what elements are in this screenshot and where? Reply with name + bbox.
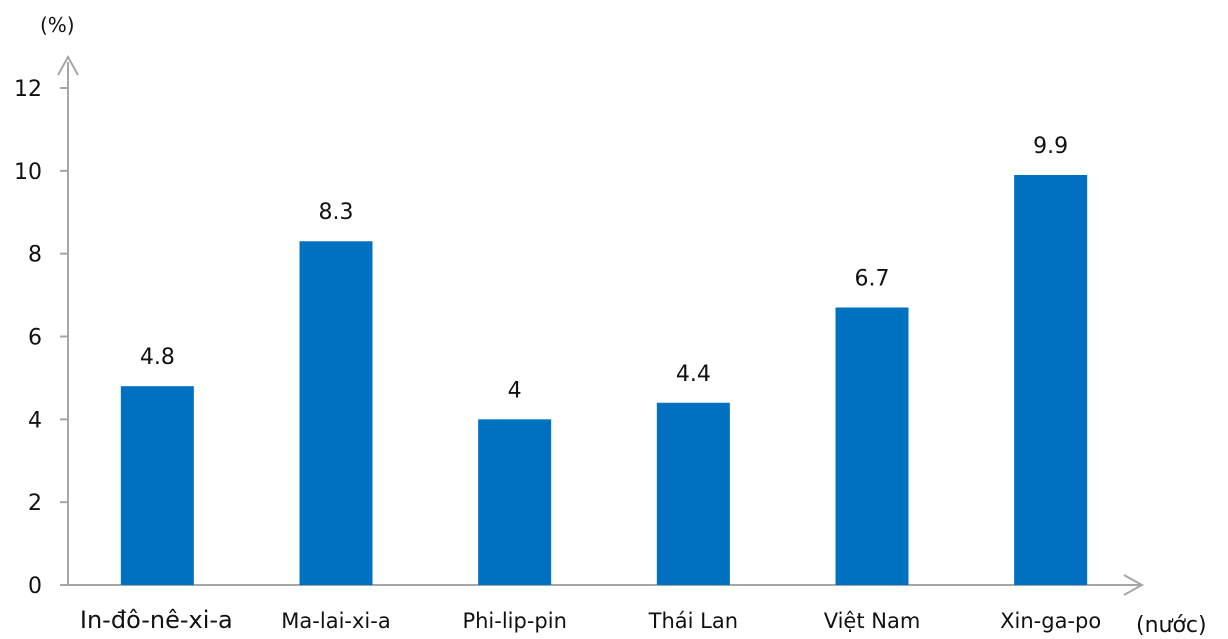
bar — [299, 241, 373, 585]
y-axis-arrow — [57, 54, 79, 76]
bar-value-label: 6.7 — [855, 267, 890, 292]
category-labels: In-đô-nê-xi-a Ma-lai-xi-a Phi-lip-pin Thái … — [80, 606, 1101, 634]
axes — [57, 54, 1145, 596]
y-tick-label: 12 — [14, 77, 42, 102]
bar — [656, 402, 730, 585]
bar — [478, 419, 552, 585]
bar-value-label: 9.9 — [1033, 134, 1068, 159]
bar — [1014, 174, 1088, 585]
category-label: Ma-lai-xi-a — [281, 609, 390, 633]
y-tick-label: 4 — [28, 408, 42, 433]
value-labels: 4.8 8.3 4 4.4 6.7 9.9 — [140, 134, 1068, 403]
y-tick-label: 8 — [28, 243, 42, 268]
y-tick-label: 6 — [28, 326, 42, 351]
bar — [120, 386, 194, 585]
y-ticks: 0 2 4 6 8 10 12 — [14, 77, 68, 599]
bar-value-label: 4 — [508, 378, 522, 403]
y-tick-label: 10 — [14, 160, 42, 185]
y-axis-unit-label: (%) — [40, 13, 75, 37]
y-tick-label: 2 — [28, 491, 42, 516]
category-label: Xin-ga-po — [1000, 609, 1101, 633]
category-label: Phi-lip-pin — [462, 609, 566, 633]
bar — [835, 307, 909, 585]
bar-value-label: 8.3 — [319, 200, 354, 225]
y-tick-label: 0 — [28, 574, 42, 599]
category-label: Việt Nam — [824, 609, 921, 633]
x-axis-arrow — [1123, 574, 1145, 596]
bar-value-label: 4.4 — [676, 362, 711, 387]
category-label: In-đô-nê-xi-a — [80, 606, 233, 634]
x-axis-unit-label: (nước) — [1136, 613, 1207, 638]
category-label: Thái Lan — [648, 609, 738, 633]
bar-value-label: 4.8 — [140, 345, 175, 370]
bars — [120, 174, 1088, 585]
